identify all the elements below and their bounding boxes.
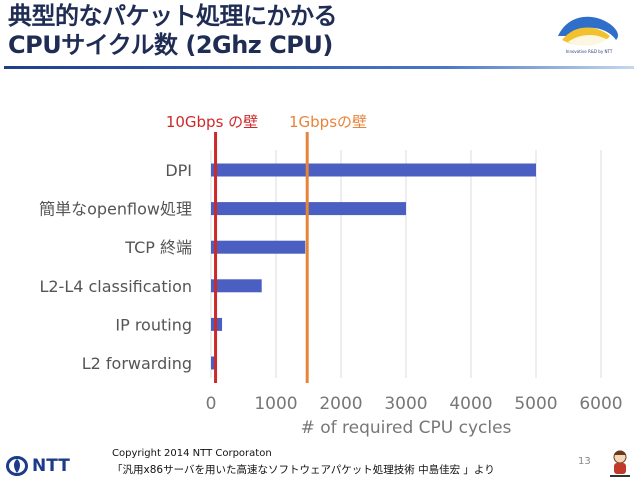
bar-chart: 0 1000 2000 3000 4000 5000 6000 DPI 簡単なopenflow処… <box>39 113 623 438</box>
bar <box>211 240 306 254</box>
bar <box>211 356 215 370</box>
bar <box>211 279 262 293</box>
x-tick-label: 1000 <box>254 394 297 414</box>
x-tick-label: 0 <box>206 394 217 414</box>
ntt-logo: NTT <box>6 456 70 476</box>
x-tick-label: 6000 <box>579 394 622 414</box>
y-category-label: DPI <box>165 161 192 180</box>
y-category-label: L2 forwarding <box>82 354 192 373</box>
ntt-wordmark: NTT <box>32 456 70 476</box>
y-category-label: IP routing <box>115 315 192 334</box>
x-tick-label: 5000 <box>514 394 557 414</box>
bar <box>211 163 536 177</box>
x-tick-label: 2000 <box>319 394 362 414</box>
innovative-rnd-logo-icon <box>558 16 618 47</box>
innovative-rnd-logo: Innovative R&D by NTT <box>548 6 630 62</box>
source-citation: 「汎用x86サーバを用いた高速なソフトウェアパケット処理技術 中島佳宏 」より <box>112 464 495 476</box>
x-axis-title: # of required CPU cycles <box>301 418 512 438</box>
reference-line-label: 10Gbps の壁 <box>166 113 258 131</box>
logo-tagline: Innovative R&D by NTT <box>565 49 613 54</box>
slide-title: 典型的なパケット処理にかかる CPUサイクル数 (2Ghz CPU) <box>8 2 528 60</box>
title-divider <box>4 66 634 69</box>
y-category-label: L2-L4 classification <box>39 277 192 296</box>
ntt-swirl-icon <box>6 456 28 476</box>
x-tick-label: 4000 <box>449 394 492 414</box>
slide-title-line2: CPUサイクル数 (2Ghz CPU) <box>8 31 333 59</box>
x-tick-label: 3000 <box>384 394 427 414</box>
y-category-label: 簡単なopenflow処理 <box>39 200 192 219</box>
copyright-text: Copyright 2014 NTT Corporaton <box>112 448 272 459</box>
mascot-icon <box>610 450 630 477</box>
slide-title-line1: 典型的なパケット処理にかかる <box>8 2 338 30</box>
y-category-label: TCP 終端 <box>124 238 192 257</box>
page-number: 13 <box>578 456 591 467</box>
reference-line-label: 1Gbpsの壁 <box>289 113 367 131</box>
